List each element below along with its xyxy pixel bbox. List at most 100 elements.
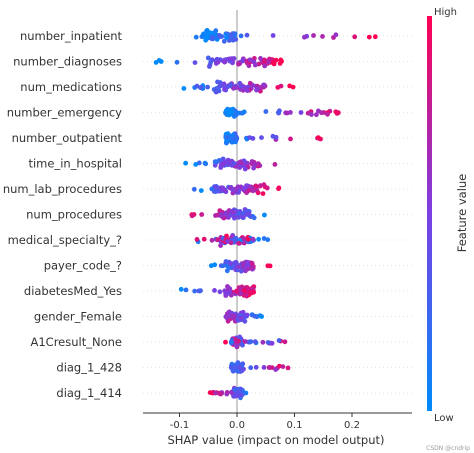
shap-point bbox=[189, 213, 195, 219]
shap-point bbox=[181, 86, 187, 91]
shap-point bbox=[280, 364, 286, 369]
feature-label: num_procedures bbox=[26, 208, 122, 222]
feature-label: num_medications bbox=[20, 80, 122, 94]
shap-point bbox=[236, 240, 242, 246]
shap-point bbox=[205, 84, 211, 90]
shap-point bbox=[220, 263, 226, 269]
shap-point bbox=[333, 32, 339, 38]
shap-point bbox=[252, 56, 257, 61]
shap-point bbox=[205, 35, 211, 41]
shap-point bbox=[213, 61, 219, 66]
x-tick-label: 0.0 bbox=[229, 420, 245, 431]
shap-point bbox=[199, 212, 205, 217]
shap-point bbox=[262, 63, 268, 69]
shap-point bbox=[208, 59, 214, 65]
shap-point bbox=[178, 286, 184, 292]
shap-point bbox=[209, 36, 214, 41]
shap-point bbox=[239, 110, 244, 116]
shap-point bbox=[276, 186, 281, 192]
shap-point bbox=[201, 31, 206, 37]
shap-point bbox=[233, 260, 239, 265]
shap-point bbox=[229, 162, 235, 168]
shap-point bbox=[309, 112, 314, 117]
shap-point bbox=[234, 364, 240, 370]
x-tick-label: -0.1 bbox=[170, 420, 190, 431]
shap-point bbox=[250, 236, 256, 242]
shap-point bbox=[245, 237, 251, 242]
colorbar bbox=[427, 16, 432, 411]
shap-point bbox=[221, 38, 227, 44]
shap-point bbox=[217, 208, 223, 214]
shap-point bbox=[261, 365, 267, 370]
shap-point bbox=[241, 288, 247, 294]
shap-point bbox=[270, 133, 276, 139]
shap-point bbox=[261, 182, 267, 188]
shap-point bbox=[237, 286, 243, 291]
x-axis-label: SHAP value (impact on model output) bbox=[167, 433, 384, 447]
shap-point bbox=[228, 261, 233, 266]
shap-point bbox=[234, 288, 240, 294]
shap-point bbox=[273, 367, 279, 372]
shap-point bbox=[248, 184, 254, 190]
shap-point bbox=[255, 161, 261, 167]
shap-point bbox=[212, 288, 217, 293]
shap-point bbox=[260, 191, 266, 197]
shap-point bbox=[244, 190, 250, 196]
shap-point bbox=[247, 57, 253, 63]
shap-point bbox=[204, 28, 210, 34]
shap-point bbox=[207, 390, 213, 395]
shap-point bbox=[245, 261, 250, 267]
shap-point bbox=[252, 62, 258, 68]
shap-point bbox=[226, 265, 232, 271]
shap-point bbox=[233, 337, 239, 343]
shap-point bbox=[272, 162, 278, 167]
shap-point bbox=[248, 365, 254, 371]
shap-point bbox=[243, 390, 249, 396]
shap-point bbox=[298, 110, 304, 115]
shap-point bbox=[242, 166, 248, 172]
shap-point bbox=[194, 237, 200, 242]
shap-point bbox=[252, 339, 258, 344]
shap-point bbox=[212, 162, 218, 168]
shap-point bbox=[249, 261, 255, 266]
shap-point bbox=[253, 364, 259, 370]
shap-point bbox=[240, 262, 246, 268]
shap-point bbox=[213, 390, 218, 396]
colorbar-title: Feature value bbox=[455, 174, 469, 253]
shap-point bbox=[233, 37, 239, 42]
feature-label: payer_code_? bbox=[44, 259, 122, 273]
shap-point bbox=[192, 288, 198, 294]
shap-point bbox=[266, 365, 272, 370]
shap-point bbox=[215, 212, 220, 218]
shap-point bbox=[251, 165, 256, 171]
shap-point bbox=[233, 266, 239, 271]
shap-point bbox=[198, 188, 204, 194]
shap-point bbox=[236, 214, 242, 220]
shap-point bbox=[278, 83, 284, 89]
shap-point bbox=[227, 56, 232, 62]
shap-point bbox=[198, 288, 203, 293]
shap-point bbox=[192, 60, 198, 65]
shap-point bbox=[238, 315, 244, 321]
shap-point bbox=[207, 64, 212, 69]
shap-point bbox=[311, 33, 316, 38]
shap-point bbox=[285, 365, 291, 371]
shap-point bbox=[250, 160, 255, 166]
shap-point bbox=[232, 387, 238, 393]
shap-point bbox=[352, 34, 358, 40]
shap-point bbox=[223, 159, 229, 165]
shap-point bbox=[209, 186, 215, 192]
feature-label: number_inpatient bbox=[20, 29, 123, 43]
shap-point bbox=[224, 140, 229, 146]
colorbar-low-label: Low bbox=[434, 413, 454, 424]
shap-point bbox=[228, 364, 234, 370]
shap-point bbox=[222, 87, 227, 92]
shap-point bbox=[223, 339, 228, 345]
shap-point bbox=[183, 287, 189, 293]
colorbar-high-label: High bbox=[434, 7, 457, 18]
shap-point bbox=[248, 339, 254, 344]
shap-point bbox=[231, 85, 236, 91]
shap-point bbox=[208, 263, 214, 269]
shap-point bbox=[276, 110, 281, 115]
feature-label: A1Cresult_None bbox=[30, 335, 122, 349]
